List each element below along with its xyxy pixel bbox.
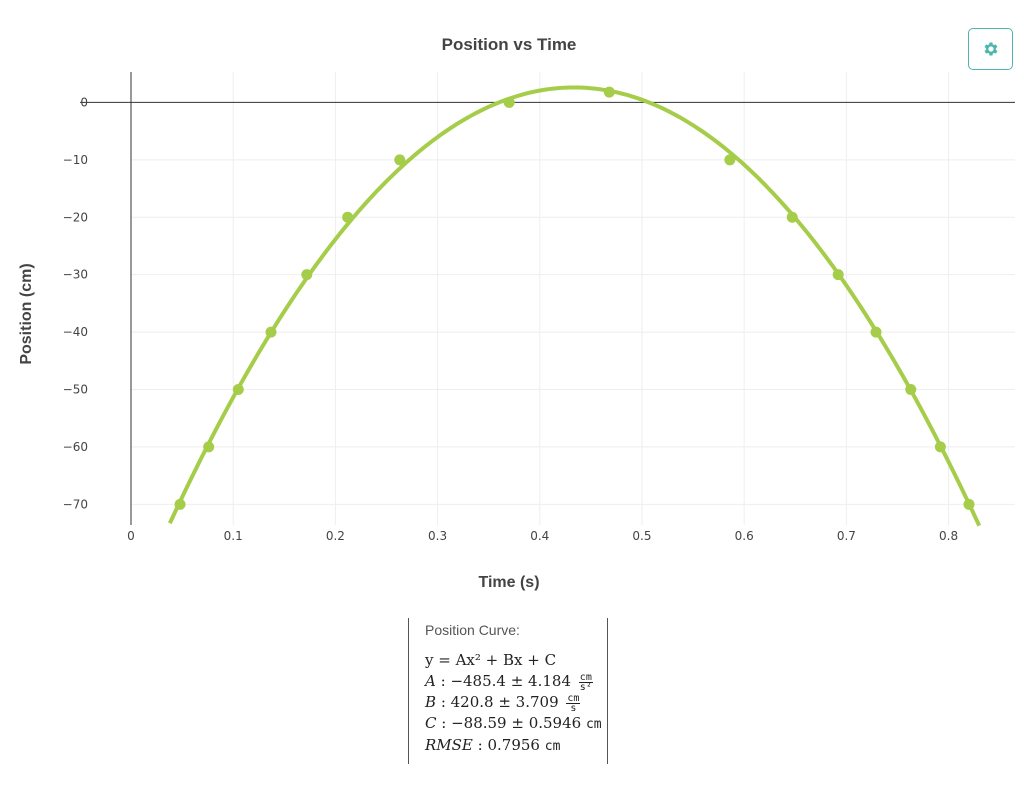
param-a-unit-num: cm — [578, 671, 593, 683]
x-tick-label: 0.6 — [735, 529, 754, 543]
x-tick-label: 0.7 — [837, 529, 856, 543]
fit-param-c: C : −88.59 ± 0.5946 cm — [425, 713, 607, 735]
grid-lines — [131, 72, 1015, 525]
x-axis-title: Time (s) — [478, 574, 539, 591]
data-point — [786, 211, 798, 223]
settings-button[interactable] — [968, 28, 1013, 70]
x-tick-label: 0.4 — [530, 529, 549, 543]
data-point — [963, 498, 975, 510]
param-c-unit: cm — [585, 717, 602, 732]
data-point — [724, 154, 736, 166]
fit-results-panel: Position Curve: y = Ax² + Bx + C A : −48… — [408, 618, 608, 764]
fit-param-b: B : 420.8 ± 3.709 cm s — [425, 692, 607, 713]
data-point — [905, 384, 917, 396]
fit-param-a: A : −485.4 ± 4.184 cm s² — [425, 671, 607, 692]
x-tick-label: 0.5 — [632, 529, 651, 543]
data-point — [870, 326, 882, 338]
rmse-value: : 0.7956 — [477, 736, 540, 754]
x-tick-label: 0.2 — [326, 529, 345, 543]
fit-rmse: RMSE : 0.7956 cm — [425, 735, 607, 757]
x-tick-label: 0.8 — [939, 529, 958, 543]
rmse-label: RMSE — [425, 736, 473, 754]
data-point — [603, 86, 615, 98]
axes — [80, 72, 1015, 525]
y-tick-label: −60 — [63, 440, 88, 454]
data-point — [174, 498, 186, 510]
chart-title: Position vs Time — [442, 35, 577, 54]
fit-curve-layer — [168, 85, 982, 527]
x-tick-label: 0 — [127, 529, 135, 543]
data-point — [232, 384, 244, 396]
y-tick-label: −40 — [63, 325, 88, 339]
y-tick-label: 0 — [80, 95, 88, 109]
param-c-label: C — [425, 714, 437, 732]
fit-panel-heading: Position Curve: — [425, 622, 520, 638]
data-points — [174, 86, 975, 510]
y-tick-label: −20 — [63, 210, 88, 224]
param-b-unit-den: s — [570, 702, 577, 714]
param-b-unit-num: cm — [566, 692, 581, 704]
data-point — [934, 441, 946, 453]
param-b-unit: cm s — [566, 692, 581, 714]
data-point — [342, 211, 354, 223]
param-b-label: B — [425, 693, 437, 711]
y-tick-label: −70 — [63, 497, 88, 511]
tick-labels: 0 0.1 0.2 0.3 0.4 0.5 0.6 0.7 0.8 0 −10 −20 −30 −40 −5… — [63, 95, 958, 543]
fit-equation: y = Ax² + Bx + C — [425, 651, 557, 669]
data-point — [394, 154, 406, 166]
data-point — [203, 441, 215, 453]
x-tick-label: 0.3 — [428, 529, 447, 543]
fit-curve — [168, 85, 982, 527]
param-a-value: : −485.4 ± 4.184 — [440, 672, 572, 690]
param-b-value: : 420.8 ± 3.709 — [440, 693, 559, 711]
data-point — [265, 326, 277, 338]
y-tick-label: −50 — [63, 383, 88, 397]
x-tick-label: 0.1 — [224, 529, 243, 543]
param-a-unit: cm s² — [578, 671, 593, 693]
position-chart: 0 0.1 0.2 0.3 0.4 0.5 0.6 0.7 0.8 0 −10 −20 −30 −40 −5… — [18, 35, 1015, 591]
y-tick-label: −10 — [63, 153, 88, 167]
param-c-value: : −88.59 ± 0.5946 — [441, 714, 582, 732]
data-point — [832, 269, 844, 281]
data-point — [503, 96, 515, 108]
param-a-label: A — [425, 672, 436, 690]
y-axis-title: Position (cm) — [18, 263, 35, 364]
data-point — [301, 269, 313, 281]
y-tick-label: −30 — [63, 268, 88, 282]
rmse-unit: cm — [544, 739, 561, 754]
gear-icon — [984, 42, 997, 56]
param-a-unit-den: s² — [579, 681, 592, 693]
